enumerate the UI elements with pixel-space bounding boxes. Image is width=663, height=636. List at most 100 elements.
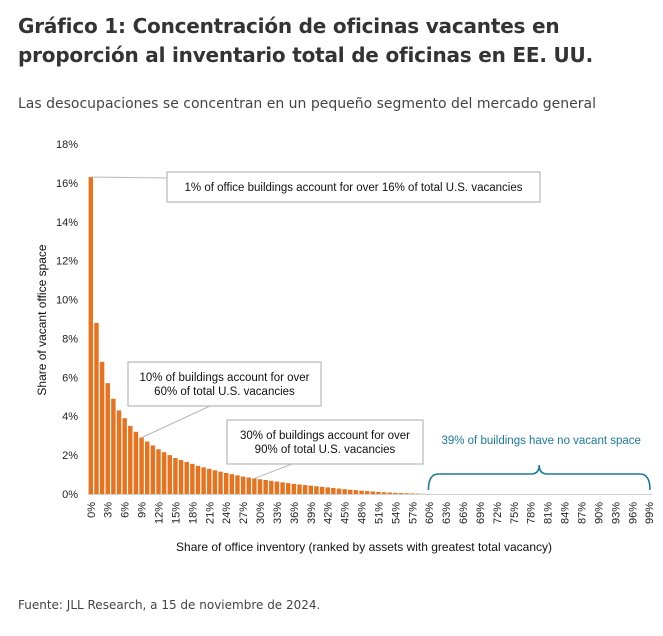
bar (105, 383, 110, 494)
annotation-box (127, 361, 322, 407)
bar (353, 490, 359, 494)
bar (246, 477, 251, 494)
x-tick-label: 0% (86, 502, 98, 518)
y-axis-ticks: 0% 2% 4% 6% 8% 10% 12% 14% 16% 18% (56, 139, 652, 501)
y-tick-label: 16% (56, 178, 78, 190)
x-tick-label: 36% (289, 502, 301, 524)
bar (319, 486, 325, 494)
bar (348, 489, 353, 494)
bar (122, 418, 127, 494)
x-tick-label: 60% (424, 502, 436, 524)
bar (133, 431, 139, 494)
bar (223, 473, 229, 494)
bar (257, 479, 263, 494)
bar (111, 398, 116, 494)
x-tick-label: 6% (120, 502, 132, 518)
y-tick-label: 4% (62, 411, 78, 423)
bar (190, 463, 195, 494)
bar (263, 480, 268, 494)
bar (145, 441, 150, 494)
annotation-leader-line (90, 176, 168, 179)
x-tick-label: 99% (644, 502, 656, 524)
bar (128, 425, 133, 494)
x-tick-label: 18% (187, 502, 199, 524)
x-axis-ticks: 0% 3% 6% 9% 12% 15% 18% 21% 24% 27% 30% 33% 36% 39% 42… (86, 502, 656, 524)
x-tick-label: 39% (306, 502, 318, 524)
x-tick-label: 15% (170, 502, 182, 524)
bar (410, 493, 415, 494)
bar (297, 484, 302, 494)
annotation-text: 60% of total U.S. vacancies (154, 386, 295, 398)
annotation-text: 90% of total U.S. vacancies (255, 444, 396, 456)
x-tick-label: 42% (323, 502, 335, 524)
bar (376, 491, 381, 494)
x-tick-label: 63% (441, 502, 453, 524)
x-tick-label: 87% (577, 502, 589, 524)
bar (359, 490, 364, 494)
annotation-text: 30% of buildings account for over (240, 430, 410, 442)
bar (398, 493, 404, 494)
x-tick-label: 75% (509, 502, 521, 524)
bar (387, 492, 392, 494)
x-tick-label: 96% (627, 502, 639, 524)
bar (269, 480, 274, 494)
bar (364, 491, 370, 494)
bar (88, 177, 94, 495)
bar (139, 437, 144, 494)
y-axis-title: Share of vacant office space (35, 244, 49, 396)
y-tick-label: 12% (56, 256, 78, 268)
x-tick-label: 45% (340, 502, 352, 524)
bar (280, 482, 285, 494)
bar (173, 458, 178, 494)
x-tick-label: 3% (103, 502, 115, 518)
bar (336, 488, 342, 494)
source-note: Fuente: JLL Research, a 15 de noviembre … (18, 598, 321, 612)
bar (381, 492, 387, 494)
x-tick-label: 51% (373, 502, 385, 524)
x-tick-label: 48% (357, 502, 369, 524)
bar (342, 489, 347, 494)
bar (229, 474, 235, 494)
bar (99, 361, 105, 494)
y-tick-label: 0% (62, 489, 78, 501)
bar (195, 465, 201, 494)
bar (161, 452, 167, 494)
no-vacancy-brace (427, 464, 651, 491)
x-tick-label: 69% (475, 502, 487, 524)
bar (325, 487, 330, 494)
bar (291, 483, 297, 494)
bar (286, 483, 291, 494)
bar (156, 449, 161, 494)
bar (308, 485, 313, 494)
bar (178, 459, 184, 494)
chart-subtitle: Las desocupaciones se concentran en un p… (18, 96, 596, 112)
vacancy-concentration-chart: 0% 2% 4% 6% 8% 10% 12% 14% 16% 18% 0% 3% 6% 9% 12% 15%… (35, 139, 656, 554)
y-tick-label: 18% (56, 139, 78, 151)
x-tick-label: 9% (137, 502, 149, 518)
bar (252, 478, 257, 494)
x-tick-label: 54% (390, 502, 402, 524)
y-tick-label: 2% (62, 450, 78, 462)
bar (240, 476, 246, 494)
bar (201, 467, 206, 494)
x-tick-label: 66% (458, 502, 470, 524)
x-tick-label: 72% (492, 502, 504, 524)
bar (235, 475, 240, 494)
bar (314, 486, 319, 494)
no-vacancy-label: 39% of buildings have no vacant space (441, 435, 640, 447)
bar (212, 470, 218, 494)
y-tick-label: 6% (62, 372, 78, 384)
bar (218, 471, 223, 494)
x-tick-label: 78% (526, 502, 538, 524)
x-tick-label: 90% (593, 502, 605, 524)
x-tick-label: 84% (560, 502, 572, 524)
chart-title: Gráfico 1: Concentración de oficinas vac… (18, 14, 593, 67)
annotation-text: 1% of office buildings account for over … (185, 182, 523, 194)
x-tick-label: 33% (272, 502, 284, 524)
y-tick-label: 10% (56, 295, 78, 307)
bar (404, 493, 409, 494)
bar (150, 445, 156, 494)
y-tick-label: 14% (56, 217, 78, 229)
annotation-leader-line (254, 463, 293, 479)
annotation-leader-line (141, 405, 211, 439)
